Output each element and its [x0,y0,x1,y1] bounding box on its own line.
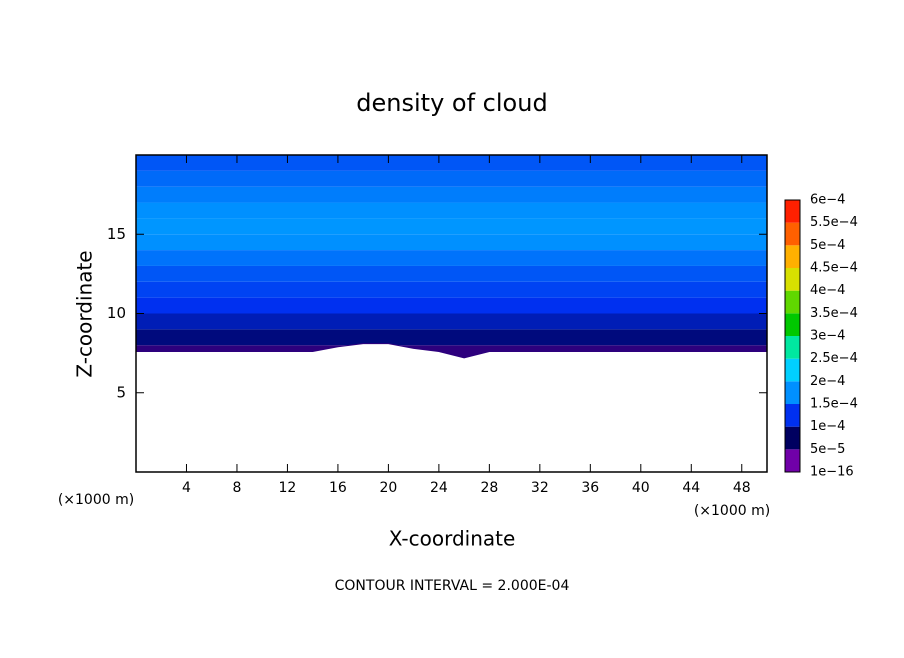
colorbar-swatch [785,290,800,314]
x-tick-label: 12 [279,480,297,496]
contour-band [136,202,767,219]
colorbar-frame [784,199,801,473]
x-tick-label: 24 [430,480,448,496]
x-tick-label: 32 [531,480,549,496]
contour-band [136,265,767,282]
colorbar-label: 5e−5 [810,442,845,457]
annotation: CONTOUR INTERVAL = 2.000E-04 [335,578,570,594]
x-tick-label: 20 [379,480,397,496]
colorbar-label: 3.5e−4 [810,306,858,321]
contour-band [136,329,767,346]
x-tick-label: 8 [232,480,241,496]
colorbar-swatch [785,426,800,450]
colorbar-label: 2e−4 [810,374,845,389]
colorbar-swatch [785,336,800,359]
colorbar-swatch [785,313,800,336]
colorbar-label: 3e−4 [810,329,845,344]
colorbar-swatch [785,200,800,223]
x-tick-label: 40 [632,480,650,496]
y-tick-label: 10 [107,304,126,322]
colorbar-label: 4e−4 [810,283,845,298]
colorbar-label: 4.5e−4 [810,261,858,276]
colorbar-swatch [785,404,800,427]
x-tick-label: 48 [733,480,751,496]
contour-band [136,250,767,266]
contour-field [136,155,767,358]
contour-band [136,186,767,203]
x-unit: (×1000 m) [694,503,770,519]
x-tick-label: 36 [581,480,599,496]
contour-band [136,313,767,330]
x-tick-label: 16 [329,480,347,496]
x-tick-label: 44 [682,480,700,496]
chart-title: density of cloud [356,89,547,117]
y-tick-label: 15 [107,225,126,243]
contour-band [136,170,767,187]
x-tick-label: 28 [480,480,498,496]
colorbar-label: 1.5e−4 [810,397,858,412]
y-axis-label: Z-coordinate [73,250,97,377]
contour-band [136,345,767,358]
colorbar-swatch [785,268,800,291]
colorbar-label: 6e−4 [810,193,845,208]
cloud-base [136,343,767,359]
contour-band [136,297,767,314]
x-tick-label: 4 [182,480,191,496]
colorbar-swatch [785,381,800,404]
y-tick-label: 5 [116,383,126,401]
y-unit: (×1000 m) [58,492,134,508]
contour-band [136,281,767,298]
colorbar-label: 5e−4 [810,238,845,253]
contour-band [136,155,767,171]
colorbar-label: 1e−4 [810,419,845,434]
contour-band [136,218,767,235]
colorbar-swatch [785,245,800,268]
colorbar-label: 5.5e−4 [810,215,858,230]
contour-band [136,234,767,251]
colorbar-swatch [785,222,800,246]
colorbar-label: 2.5e−4 [810,351,858,366]
colorbar-swatch [785,449,800,472]
colorbar-swatch [785,358,800,382]
colorbar-label: 1e−16 [810,465,854,480]
x-axis-label: X-coordinate [389,527,516,551]
